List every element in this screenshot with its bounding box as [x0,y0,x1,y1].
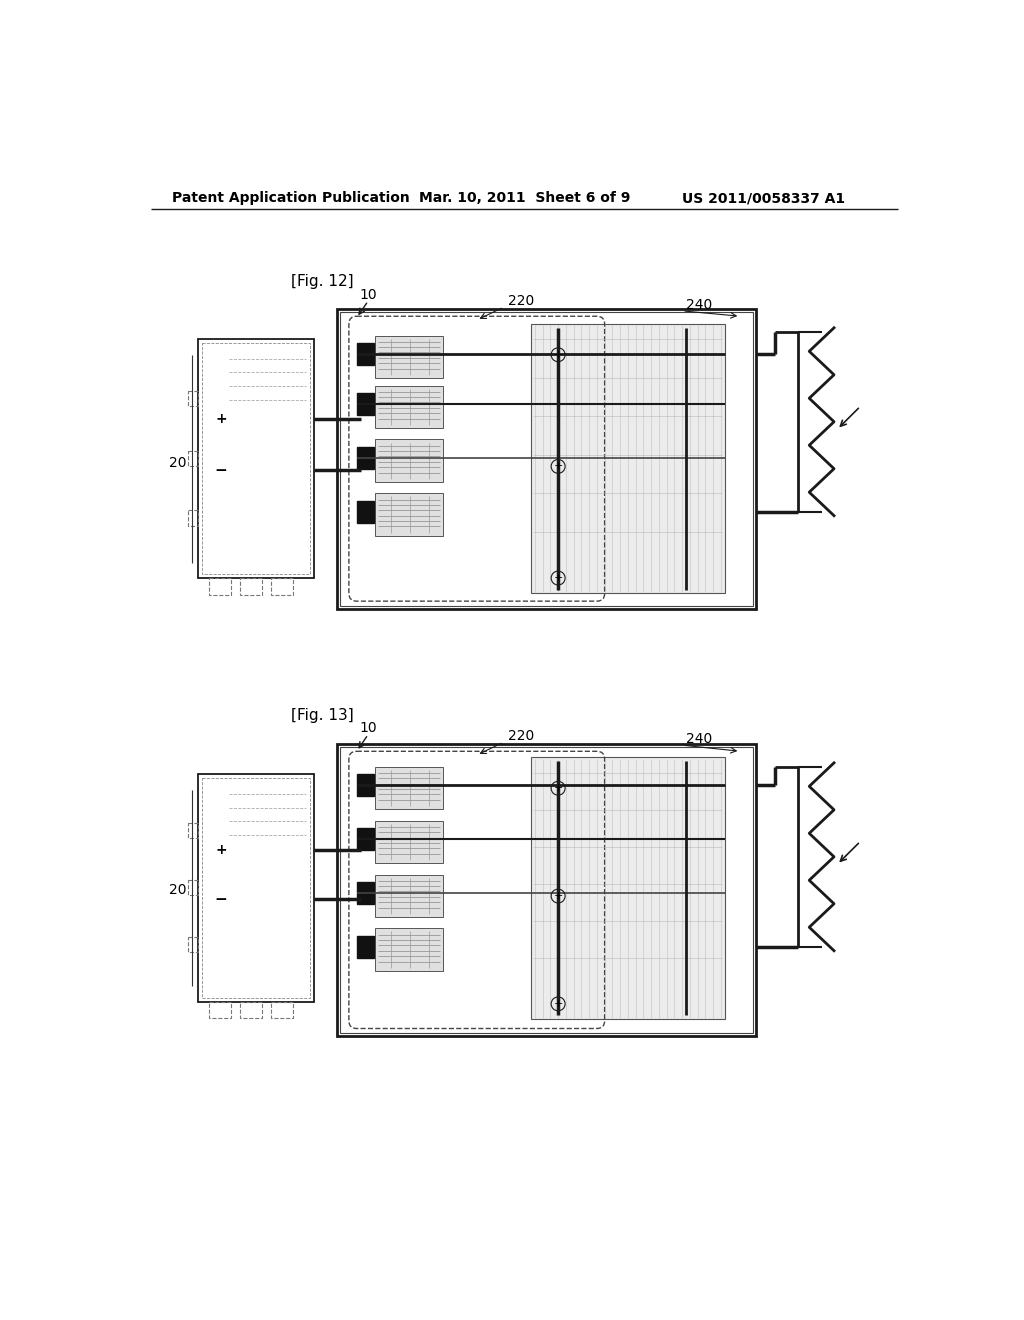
Bar [209,578,231,595]
Text: US 2011/0058337 A1: US 2011/0058337 A1 [682,191,845,206]
Bar [375,928,443,970]
Bar [340,312,753,606]
Bar [337,309,756,609]
Bar [241,578,262,595]
Bar [188,880,198,895]
Text: [Fig. 12]: [Fig. 12] [291,275,353,289]
Bar [188,511,198,525]
Text: Patent Application Publication: Patent Application Publication [172,191,410,206]
Text: +: + [215,843,226,857]
Bar [356,447,374,469]
Bar [356,829,374,850]
Text: 20: 20 [169,883,186,896]
Bar [375,440,443,482]
Bar [375,874,443,917]
Text: +: + [553,891,563,902]
Text: 20: 20 [169,455,186,470]
Bar [356,775,374,796]
Bar [271,1002,293,1019]
Bar [375,335,443,378]
Bar [241,1002,262,1019]
Text: 220: 220 [508,294,534,308]
Text: 10: 10 [359,721,377,735]
Bar [202,343,310,574]
Bar [531,758,725,1019]
Bar [375,385,443,428]
Bar [337,743,756,1036]
Bar [188,451,198,466]
Bar [375,821,443,863]
Bar [188,391,198,407]
Bar [375,494,443,536]
Bar [356,882,374,904]
Bar [188,822,198,838]
Text: +: + [553,573,563,583]
Bar [356,393,374,414]
Bar [198,339,314,578]
Text: 220: 220 [508,729,534,743]
Text: +: + [553,999,563,1008]
Text: +: + [553,462,563,471]
Text: 10: 10 [359,288,377,302]
Text: +: + [215,412,226,425]
Bar [356,936,374,958]
Text: Mar. 10, 2011  Sheet 6 of 9: Mar. 10, 2011 Sheet 6 of 9 [419,191,631,206]
Text: +: + [553,783,563,793]
Bar [340,747,753,1034]
Bar [198,775,314,1002]
Text: [Fig. 13]: [Fig. 13] [291,708,353,722]
Bar [531,323,725,594]
Text: 240: 240 [686,298,713,312]
Text: 240: 240 [686,733,713,746]
Text: +: + [553,350,563,360]
Text: −: − [215,463,227,478]
Bar [375,767,443,809]
Bar [271,578,293,595]
Bar [356,502,374,523]
Bar [356,343,374,364]
Bar [188,937,198,952]
Bar [202,779,310,998]
Bar [209,1002,231,1019]
Text: −: − [215,891,227,907]
